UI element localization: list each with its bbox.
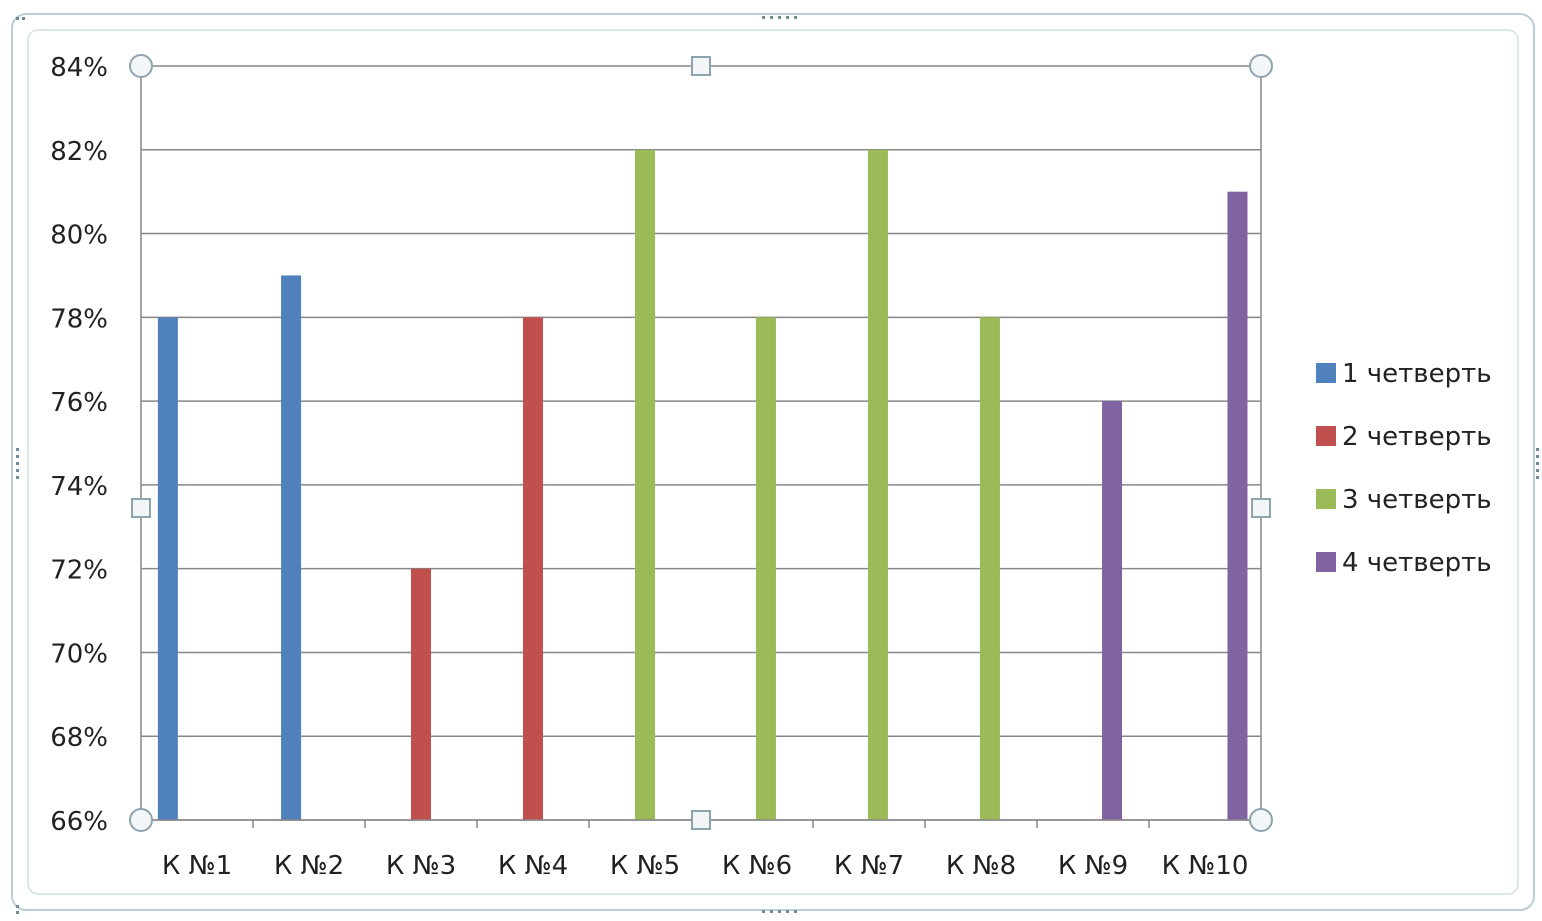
bar: [411, 568, 431, 820]
grip-dot: [762, 16, 765, 19]
y-tick-label: 74%: [50, 472, 108, 502]
legend-label: 3 четверть: [1342, 485, 1492, 515]
x-tick-label: К №8: [946, 851, 1016, 881]
y-tick-label: 78%: [50, 304, 108, 334]
legend-label: 1 четверть: [1342, 359, 1492, 389]
grip-dot: [786, 16, 789, 19]
corner-resize-handle[interactable]: [1249, 54, 1273, 78]
y-tick-label: 82%: [50, 137, 108, 167]
x-tick-label: К №3: [386, 851, 456, 881]
bar: [1227, 191, 1248, 820]
legend-swatch: [1316, 489, 1336, 509]
legend-label: 4 четверть: [1342, 548, 1492, 578]
grip-dot: [16, 905, 19, 908]
grip-dot: [770, 910, 773, 913]
y-tick-label: 84%: [50, 53, 108, 83]
x-tick-label: К №1: [162, 851, 232, 881]
bar: [867, 149, 888, 820]
legend-swatch: [1316, 426, 1336, 446]
bar: [1102, 401, 1123, 820]
y-tick-label: 72%: [50, 556, 108, 586]
bar: [755, 317, 776, 820]
grip-dot: [770, 16, 773, 19]
grip-dot: [1536, 448, 1539, 451]
x-tick-label: К №10: [1162, 851, 1249, 881]
grip-dot: [16, 469, 19, 472]
x-tick-label: К №9: [1058, 851, 1128, 881]
axes: [140, 66, 1262, 821]
grip-dot: [794, 16, 797, 19]
bar: [979, 317, 1000, 820]
x-tick-label: К №5: [610, 851, 680, 881]
grip-dot: [1536, 469, 1539, 472]
y-tick-label: 76%: [50, 388, 108, 418]
chart-area-inner-border: [27, 29, 1519, 895]
bar: [281, 275, 302, 820]
corner-resize-handle[interactable]: [1249, 808, 1273, 832]
side-resize-handle[interactable]: [691, 56, 711, 76]
x-tick-label: К №4: [498, 851, 568, 881]
legend-label: 2 четверть: [1342, 422, 1492, 452]
y-tick-label: 80%: [50, 221, 108, 251]
grip-dot: [16, 911, 19, 914]
y-tick-label: 70%: [50, 639, 108, 669]
bars: [157, 149, 1248, 820]
gridlines: [141, 65, 1261, 821]
chart-resize-grips[interactable]: [16, 16, 1539, 914]
x-tick-label: К №7: [834, 851, 904, 881]
grip-dot: [1536, 476, 1539, 479]
grip-dot: [22, 17, 25, 20]
grip-dot: [16, 455, 19, 458]
grip-dot: [16, 462, 19, 465]
x-axis-labels: К №1 К №2 К №3 К №4 К №5 К №6 К №7 К №8 К №9 К №1…: [162, 851, 1249, 881]
grip-dot: [778, 910, 781, 913]
grip-dot: [794, 910, 797, 913]
corner-resize-handle[interactable]: [129, 808, 153, 832]
bar: [157, 317, 178, 820]
grip-dot: [16, 17, 19, 20]
grip-dot: [786, 910, 789, 913]
side-resize-handle[interactable]: [691, 810, 711, 830]
x-tick-label: К №6: [722, 851, 792, 881]
y-tick-label: 68%: [50, 723, 108, 753]
y-axis-labels: 66% 68% 70% 72% 74% 76% 78% 80% 82% 84%: [50, 53, 108, 837]
legend-swatch: [1316, 552, 1336, 572]
y-tick-label: 66%: [50, 807, 108, 837]
side-resize-handle[interactable]: [1251, 498, 1271, 518]
bar: [635, 149, 655, 820]
corner-resize-handle[interactable]: [129, 54, 153, 78]
x-tick-label: К №2: [274, 851, 344, 881]
plot-area-selection-handles[interactable]: [129, 54, 1273, 832]
grip-dot: [762, 910, 765, 913]
grip-dot: [16, 448, 19, 451]
legend-swatch: [1316, 363, 1336, 383]
bar: [523, 317, 543, 820]
grip-dot: [1536, 455, 1539, 458]
side-resize-handle[interactable]: [131, 498, 151, 518]
grip-dot: [16, 476, 19, 479]
legend: 1 четверть 2 четверть 3 четверть 4 четверть: [1316, 359, 1492, 578]
grip-dot: [778, 16, 781, 19]
grip-dot: [1536, 462, 1539, 465]
